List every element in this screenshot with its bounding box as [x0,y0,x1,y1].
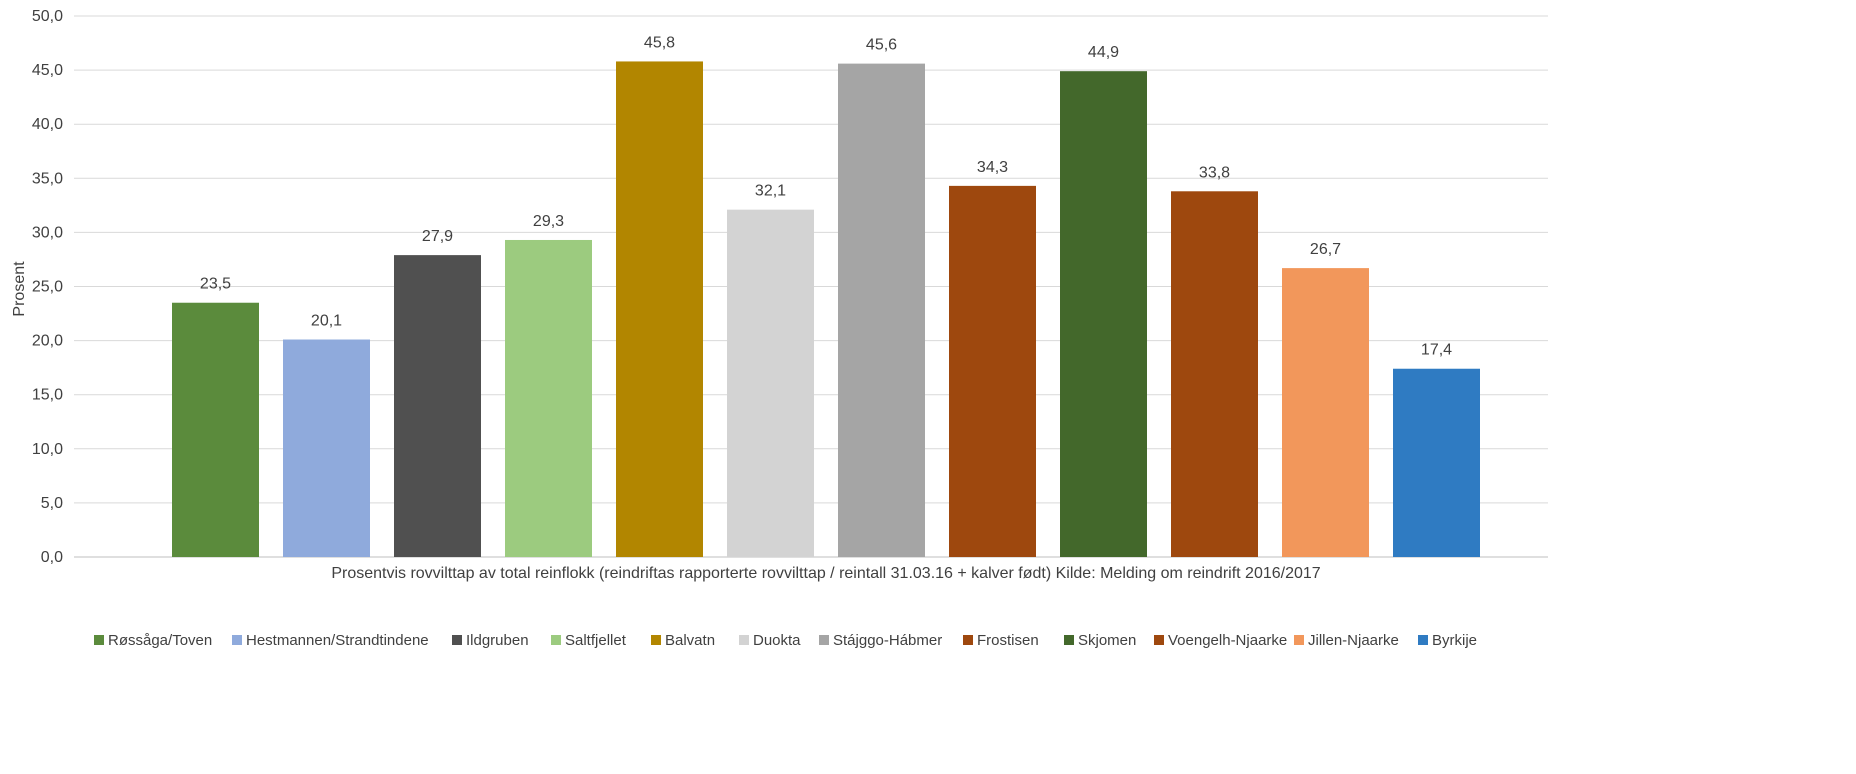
legend-item: Voengelh-Njaarke [1154,632,1287,649]
data-label: 45,6 [866,37,897,54]
value-labels: 23,5 20,1 27,9 29,3 45,8 32,1 45,6 34,3 44,9 33,8… [200,34,1452,358]
data-label: 20,1 [311,313,342,330]
legend-swatch [739,635,749,645]
legend-label: Duokta [753,632,801,649]
legend-label: Skjomen [1078,632,1136,649]
data-label: 23,5 [200,276,231,293]
bar [616,61,703,557]
data-label: 45,8 [644,34,675,51]
legend-label: Voengelh-Njaarke [1168,632,1287,649]
legend-swatch [819,635,829,645]
bar [1393,368,1480,557]
legend-swatch [1064,635,1074,645]
legend-swatch [94,635,104,645]
legend-item: Jillen-Njaarke [1294,632,1399,649]
legend-item: Byrkije [1418,632,1477,649]
legend-item: Balvatn [651,632,715,649]
y-tick-label: 25,0 [32,279,63,296]
legend-label: Saltfjellet [565,632,627,649]
legend-item: Ildgruben [452,632,529,649]
data-label: 26,7 [1310,241,1341,258]
legend-swatch [1154,635,1164,645]
bar [949,185,1036,557]
legend-swatch [1294,635,1304,645]
y-tick-label: 45,0 [32,62,63,79]
bar [727,209,814,558]
y-tick-label: 50,0 [32,8,63,25]
legend-label: Ildgruben [466,632,529,649]
bar [1171,191,1258,557]
bar [394,255,481,557]
bar [838,63,925,557]
y-tick-label: 30,0 [32,224,63,241]
bars [172,61,1480,558]
legend-item: Røssåga/Toven [94,632,212,649]
legend-label: Hestmannen/Strandtindene [246,632,429,649]
legend-swatch [1418,635,1428,645]
data-label: 29,3 [533,213,564,230]
y-tick-label: 35,0 [32,170,63,187]
legend-item: Hestmannen/Strandtindene [232,632,429,649]
y-tick-label: 20,0 [32,333,63,350]
legend-label: Jillen-Njaarke [1308,632,1399,649]
y-tick-label: 0,0 [41,549,63,566]
bar [505,239,592,557]
y-tick-label: 10,0 [32,441,63,458]
legend-item: Frostisen [963,632,1039,649]
legend-swatch [452,635,462,645]
y-tick-label: 15,0 [32,387,63,404]
legend-item: Stájggo-Hábmer [819,632,942,649]
data-label: 34,3 [977,159,1008,176]
y-tick-label: 40,0 [32,116,63,133]
data-label: 32,1 [755,183,786,200]
bar [172,302,259,557]
legend-label: Stájggo-Hábmer [833,632,942,649]
data-label: 27,9 [422,228,453,245]
y-tick-label: 5,0 [41,495,63,512]
y-axis-label: Prosent [11,261,28,317]
legend-label: Balvatn [665,632,715,649]
data-label: 44,9 [1088,44,1119,61]
legend-label: Byrkije [1432,632,1477,649]
bar [1060,71,1147,557]
legend-swatch [963,635,973,645]
legend-swatch [651,635,661,645]
data-label: 33,8 [1199,164,1230,181]
legend-swatch [551,635,561,645]
bar [283,339,370,557]
bar [1282,268,1369,557]
data-label: 17,4 [1421,342,1452,359]
legend-item: Duokta [739,632,801,649]
y-axis-ticks: 0,0 5,0 10,0 15,0 20,0 25,0 30,0 35,0 40,0 45,0 50… [32,8,63,566]
legend: Røssåga/Toven Hestmannen/Strandtindene Ild… [94,632,1477,649]
legend-item: Skjomen [1064,632,1136,649]
legend-label: Frostisen [977,632,1039,649]
legend-item: Saltfjellet [551,632,627,649]
legend-swatch [232,635,242,645]
legend-label: Røssåga/Toven [108,632,212,649]
x-axis-label: Prosentvis rovvilttap av total reinflokk… [331,565,1320,582]
